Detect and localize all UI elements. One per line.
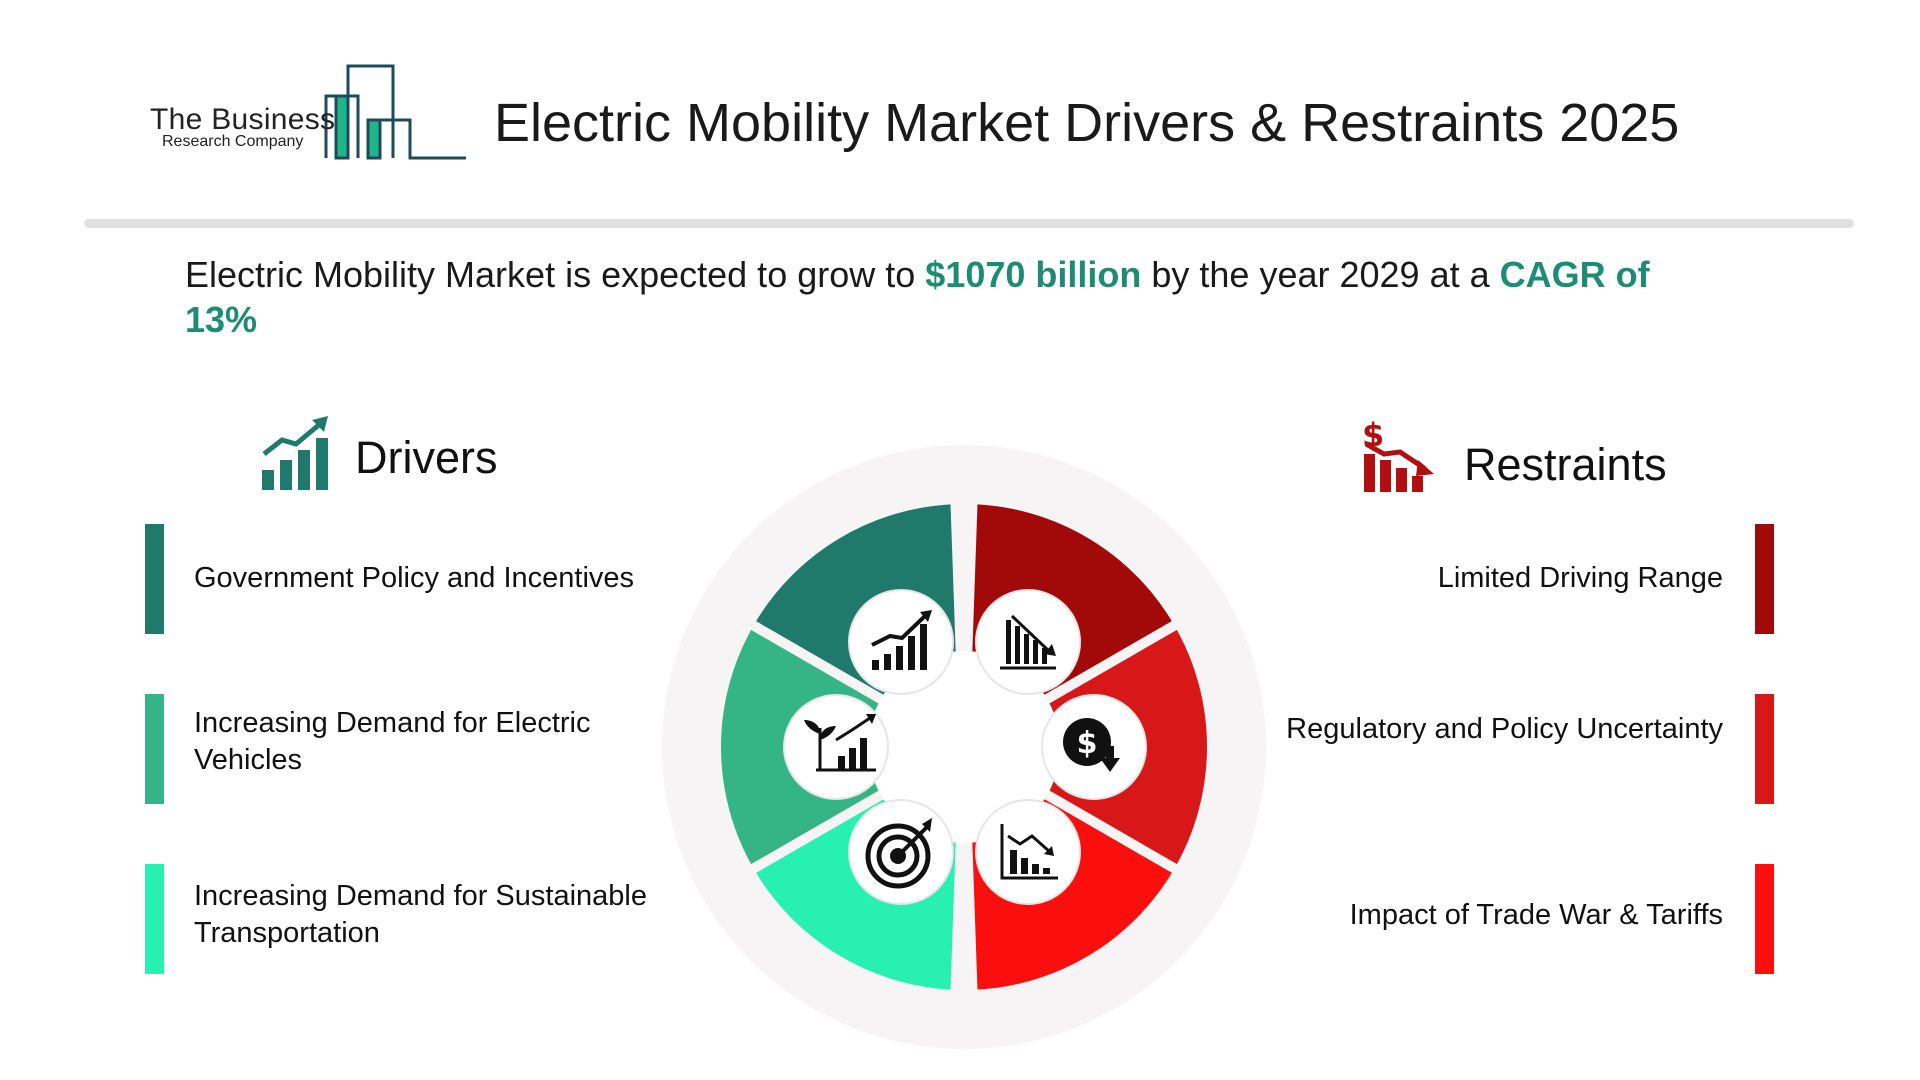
logo-subname: Research Company bbox=[162, 133, 304, 150]
restraints-heading: Restraints bbox=[1464, 439, 1667, 490]
driver-item-1: Government Policy and Incentives bbox=[194, 562, 635, 594]
driver-bar-2 bbox=[145, 694, 164, 804]
company-logo bbox=[324, 64, 466, 160]
market-value: $1070 billion bbox=[925, 254, 1142, 295]
driver-item-2: Increasing Demand for Electric Vehicles bbox=[194, 707, 591, 776]
svg-text:$: $ bbox=[1077, 726, 1098, 761]
driver-bar-1 bbox=[145, 524, 164, 634]
growth-chart-icon bbox=[848, 589, 954, 695]
restraint-bar-1 bbox=[1755, 524, 1774, 634]
declining-revenue-icon: $ bbox=[1362, 418, 1434, 492]
restraint-item-1: Limited Driving Range bbox=[1437, 562, 1723, 594]
cagr-value: CAGR of 13% bbox=[185, 254, 1650, 340]
target-icon bbox=[848, 799, 954, 905]
logo-name: The Business bbox=[150, 103, 336, 136]
restraint-item-3: Impact of Trade War & Tariffs bbox=[1349, 899, 1723, 931]
market-summary: Electric Mobility Market is expected to … bbox=[185, 252, 1725, 342]
growth-chart-icon bbox=[262, 416, 328, 490]
page-title: Electric Mobility Market Drivers & Restr… bbox=[494, 93, 1680, 153]
summary-prefix: Electric Mobility Market is expected to … bbox=[185, 254, 926, 295]
header-divider bbox=[84, 219, 1854, 228]
ring-center bbox=[868, 651, 1060, 843]
logo-building-graphic bbox=[324, 64, 466, 160]
drivers-heading: Drivers bbox=[355, 432, 498, 483]
restraint-bar-2 bbox=[1755, 694, 1774, 804]
restraint-bar-3 bbox=[1755, 864, 1774, 974]
drivers-restraints-ring: $ bbox=[662, 445, 1266, 1049]
dollar-down-icon: $ bbox=[1041, 694, 1147, 800]
restraint-item-2: Regulatory and Policy Uncertainty bbox=[1286, 713, 1723, 745]
driver-bar-3 bbox=[145, 864, 164, 974]
downtrend-chart-icon bbox=[975, 799, 1081, 905]
summary-middle: by the year 2029 at a bbox=[1141, 254, 1500, 295]
plant-growth-chart-icon bbox=[783, 694, 889, 800]
declining-bar-chart-icon bbox=[975, 589, 1081, 695]
driver-item-3: Increasing Demand for Sustainable Transp… bbox=[194, 880, 647, 949]
